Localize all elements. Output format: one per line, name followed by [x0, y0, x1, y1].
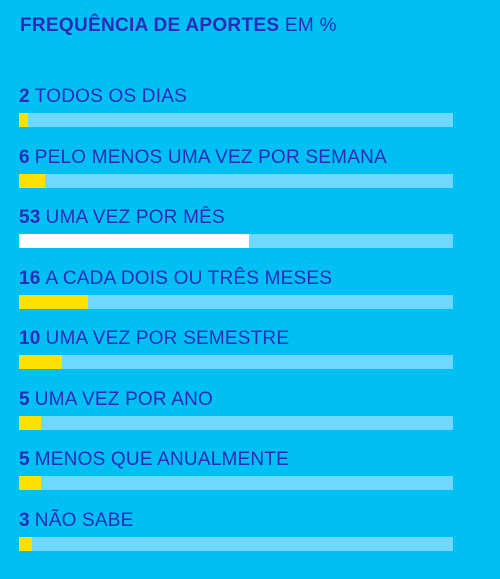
bar-label: 10 UMA VEZ POR SEMESTRE	[19, 328, 289, 350]
chart-title-main: FREQUÊNCIA DE APORTES	[20, 15, 280, 36]
bar-label: 16 A CADA DOIS OU TRÊS MESES	[19, 268, 332, 290]
bar-track	[19, 113, 453, 127]
bar-row: 6 PELO MENOS UMA VEZ POR SEMANA	[19, 147, 453, 195]
chart-title: FREQUÊNCIA DE APORTES EM %	[20, 15, 337, 37]
bar-label: 5 UMA VEZ POR ANO	[19, 389, 213, 411]
bar-category-label: UMA VEZ POR ANO	[34, 388, 214, 410]
bar-row: 2 TODOS OS DIAS	[19, 86, 453, 134]
bar-track	[19, 355, 453, 369]
bar-category-label: PELO MENOS UMA VEZ POR SEMANA	[34, 146, 387, 168]
bar-category-label: TODOS OS DIAS	[34, 86, 187, 107]
bar-value-label: 16	[19, 267, 41, 289]
chart-title-unit: EM %	[284, 15, 337, 36]
bar-label: 3 NÃO SABE	[19, 510, 134, 532]
bar-track	[19, 476, 453, 490]
bar-value-label: 3	[19, 509, 30, 531]
bar-category-label: UMA VEZ POR SEMESTRE	[45, 328, 290, 349]
bar-category-label: UMA VEZ POR MÊS	[45, 207, 225, 228]
bar-label: 53 UMA VEZ POR MÊS	[19, 207, 225, 229]
bar	[19, 113, 28, 127]
bar-track	[19, 234, 453, 248]
bar-track	[19, 294, 453, 309]
bar-track	[19, 536, 453, 551]
bar-label: 5 MENOS QUE ANUALMENTE	[19, 449, 289, 471]
bar-row: 10 UMA VEZ POR SEMESTRE	[19, 328, 453, 376]
bar	[19, 355, 63, 369]
bar	[19, 415, 41, 430]
bar	[19, 234, 250, 248]
bar-value-label: 6	[19, 146, 30, 168]
bar-label: 2 TODOS OS DIAS	[19, 86, 187, 108]
bar-value-label: 5	[19, 388, 30, 410]
bar-category-label: A CADA DOIS OU TRÊS MESES	[45, 267, 333, 289]
bar-label: 6 PELO MENOS UMA VEZ POR SEMANA	[19, 147, 387, 169]
bar-row: 53 UMA VEZ POR MÊS	[19, 207, 453, 255]
bar-row: 5 MENOS QUE ANUALMENTE	[19, 449, 453, 497]
bar-track	[19, 415, 453, 430]
bar-category-label: NÃO SABE	[34, 509, 134, 531]
bar-row: 16 A CADA DOIS OU TRÊS MESES	[19, 268, 453, 316]
bar	[19, 476, 41, 490]
bar-value-label: 53	[19, 207, 41, 228]
bar	[19, 294, 89, 309]
bar-track	[19, 173, 453, 188]
bar-row: 5 UMA VEZ POR ANO	[19, 389, 453, 437]
bar-value-label: 5	[19, 449, 30, 470]
bar-category-label: MENOS QUE ANUALMENTE	[34, 449, 289, 470]
bar-row: 3 NÃO SABE	[19, 510, 453, 558]
bar-value-label: 10	[19, 328, 41, 349]
bar	[19, 536, 33, 551]
bar-value-label: 2	[19, 86, 30, 107]
bar	[19, 173, 46, 188]
